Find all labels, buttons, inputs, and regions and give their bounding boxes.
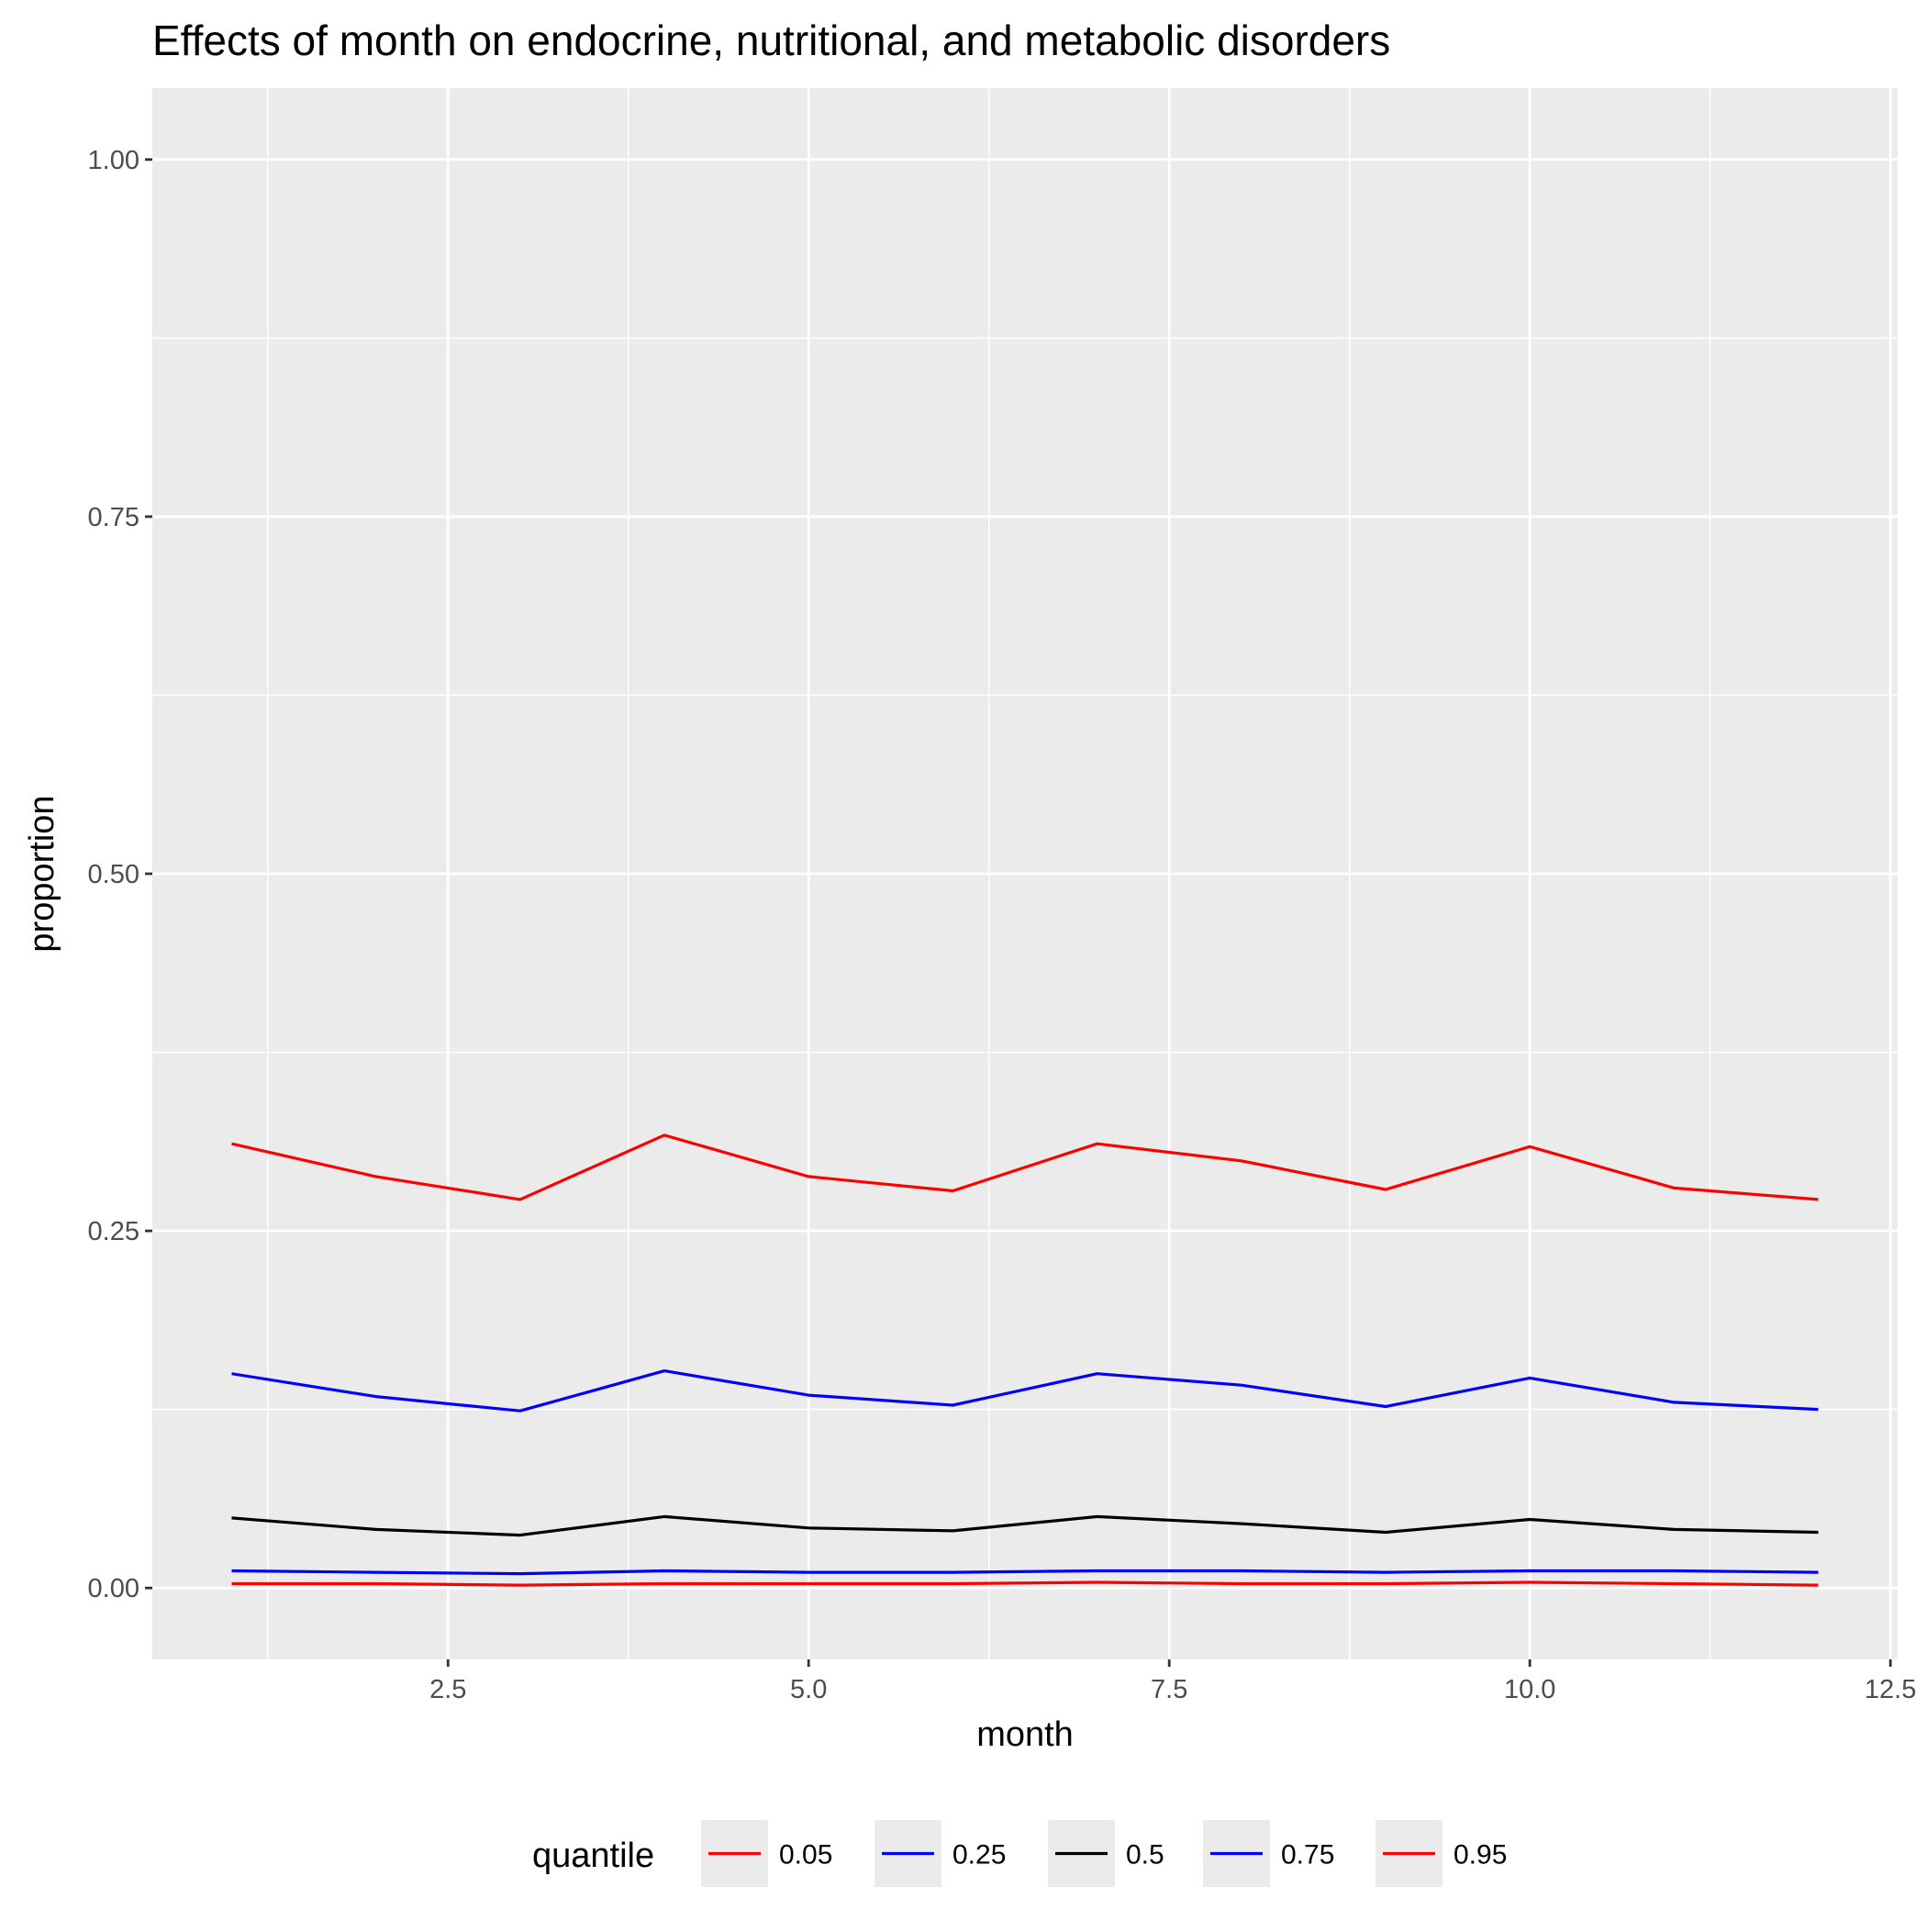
series-layer (231, 1134, 1819, 1587)
x-tick-label: 10.0 (1504, 1675, 1555, 1704)
series-line-q0_75 (231, 1368, 1819, 1413)
legend-item-q0_5: 0.5 (1048, 1820, 1164, 1887)
series-line-q0_5 (231, 1514, 1819, 1537)
legend-label: 0.25 (952, 1840, 1006, 1871)
legend-item-q0_25: 0.25 (874, 1820, 1006, 1887)
series-line-q0_95 (231, 1134, 1819, 1201)
legend-label: 0.05 (779, 1840, 832, 1871)
y-tick-label: 0.25 (88, 1217, 139, 1246)
y-tick-label: 0.75 (88, 503, 139, 532)
y-axis-title: proportion (23, 795, 61, 952)
chart-title: Effects of month on endocrine, nutrition… (152, 17, 1390, 64)
x-axis-title: month (976, 1715, 1074, 1754)
legend-label: 0.5 (1126, 1840, 1164, 1871)
x-tick-label: 5.0 (790, 1675, 827, 1704)
series-line-q0_25 (231, 1569, 1819, 1576)
x-tick-label: 2.5 (429, 1675, 466, 1704)
legend-label: 0.75 (1281, 1840, 1334, 1871)
y-tick-label: 0.00 (88, 1574, 139, 1603)
legend-item-q0_95: 0.95 (1376, 1820, 1507, 1887)
y-axis: 0.00 0.25 0.50 0.75 1.00 (88, 146, 152, 1603)
major-gridlines (152, 88, 1898, 1659)
legend-title: quantile (532, 1837, 654, 1875)
y-tick-label: 1.00 (88, 146, 139, 175)
x-tick-label: 7.5 (1151, 1675, 1187, 1704)
x-tick-label: 12.5 (1865, 1675, 1916, 1704)
legend: quantile 0.05 0.25 0.5 0.75 0.95 (532, 1820, 1507, 1887)
y-tick-label: 0.50 (88, 860, 139, 889)
legend-item-q0_75: 0.75 (1203, 1820, 1334, 1887)
series-line-q0_05 (231, 1580, 1819, 1587)
legend-item-q0_05: 0.05 (701, 1820, 832, 1887)
legend-label: 0.95 (1454, 1840, 1507, 1871)
x-axis: 2.5 5.0 7.5 10.0 12.5 (429, 1659, 1916, 1704)
